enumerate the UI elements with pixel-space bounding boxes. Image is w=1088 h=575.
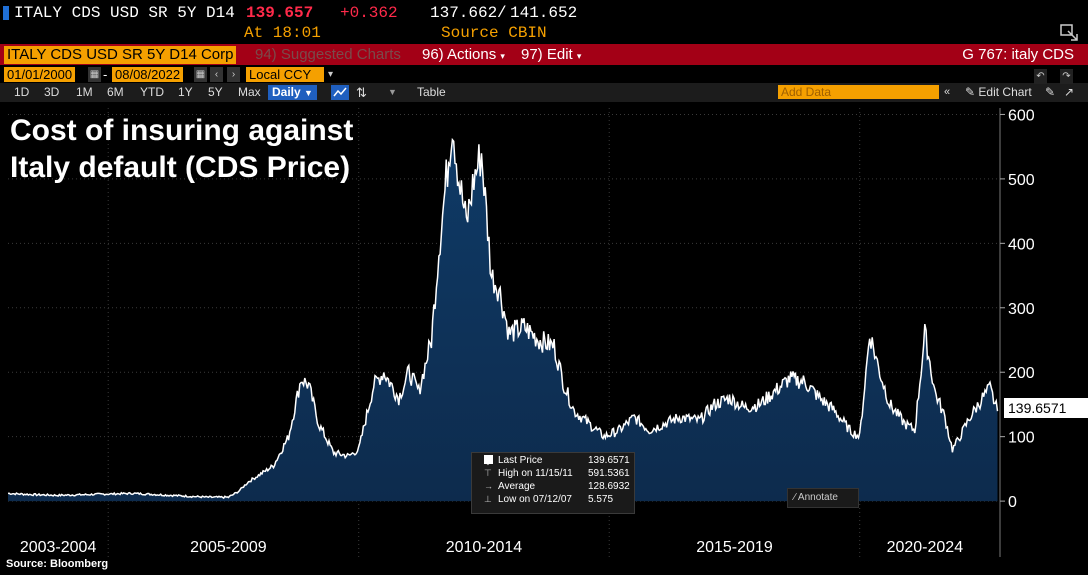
- source-label: Source: Bloomberg: [6, 558, 109, 570]
- add-data-input[interactable]: Add Data: [778, 85, 939, 99]
- range-max[interactable]: Max: [238, 85, 261, 99]
- last-price-swatch: [484, 455, 493, 464]
- y-tick-label: 300: [1008, 301, 1035, 318]
- chart-headline: Cost of insuring against Italy default (…: [10, 112, 353, 186]
- y-tick-label: 0: [1008, 494, 1017, 511]
- legend-high-label: High on 11/15/11: [498, 468, 573, 479]
- actions-menu[interactable]: 96) Actions ▾: [422, 46, 505, 64]
- headline-line-1: Cost of insuring against: [10, 114, 354, 147]
- headline-line-2: Italy default (CDS Price): [10, 151, 351, 184]
- ticker-label: ITALY CDS USD SR 5Y D14: [14, 4, 235, 22]
- line-chart-icon[interactable]: [331, 85, 349, 100]
- frequency-select[interactable]: Daily ▼: [268, 85, 317, 100]
- calendar-icon[interactable]: ▦: [88, 67, 101, 82]
- x-tick-label: 2015-2019: [696, 539, 773, 556]
- range-separator: /: [497, 4, 507, 22]
- chevron-down-icon[interactable]: ▾: [324, 67, 337, 82]
- x-tick-label: 2020-2024: [887, 539, 964, 556]
- edit-menu[interactable]: 97) Edit ▾: [521, 46, 581, 64]
- y-tick-label: 600: [1008, 107, 1035, 124]
- currency-select[interactable]: Local CCY: [246, 67, 328, 82]
- x-tick-label: 2010-2014: [446, 539, 523, 556]
- range-low: 137.662: [430, 4, 498, 22]
- chart-id-label: G 767: italy CDS: [962, 46, 1074, 63]
- range-ytd[interactable]: YTD: [140, 85, 164, 99]
- x-tick-label: 2005-2009: [190, 539, 267, 556]
- average-marker-icon: →: [484, 481, 493, 491]
- annotate-button[interactable]: ∕ Annotate: [787, 488, 859, 508]
- redo-icon[interactable]: ↷: [1060, 69, 1073, 84]
- range-1m[interactable]: 1M: [76, 85, 93, 99]
- quote-header: ITALY CDS USD SR 5Y D14 139.657 +0.362 1…: [0, 0, 1088, 44]
- date-dash: -: [103, 67, 108, 82]
- table-button[interactable]: Table: [417, 85, 446, 99]
- chevron-down-icon: ▾: [576, 51, 582, 61]
- window-resize-icon[interactable]: [1060, 24, 1080, 42]
- chart-toolbar: [0, 44, 1088, 65]
- undo-icon[interactable]: ↶: [1034, 69, 1047, 84]
- range-1y[interactable]: 1Y: [178, 85, 193, 99]
- range-3d[interactable]: 3D: [44, 85, 60, 99]
- source-code: Source CBIN: [441, 24, 547, 42]
- x-tick-label: 2003-2004: [20, 539, 97, 556]
- chevron-down-icon: ▼: [304, 88, 313, 98]
- y-tick-label: 200: [1008, 365, 1035, 382]
- annotate-label: Annotate: [797, 492, 838, 503]
- low-marker-icon: ⊥: [484, 494, 492, 504]
- start-date-input[interactable]: 01/01/2000: [4, 67, 76, 82]
- series-line: [7, 137, 999, 500]
- edit-label: 97) Edit: [521, 46, 573, 63]
- chevron-down-icon[interactable]: ▼: [388, 87, 397, 97]
- y-tick-label: 500: [1008, 172, 1035, 189]
- range-6m[interactable]: 6M: [107, 85, 124, 99]
- legend-low-label: Low on 07/12/07: [498, 494, 572, 505]
- range-5y[interactable]: 5Y: [208, 85, 223, 99]
- legend-last-value: 139.6571: [588, 455, 630, 466]
- frequency-label: Daily: [272, 85, 301, 99]
- y-tick-label: 400: [1008, 236, 1035, 253]
- edit-chart-button[interactable]: ✎ Edit Chart: [965, 85, 1032, 100]
- candle-chart-icon[interactable]: ⇅: [356, 85, 367, 100]
- edit-chart-label: Edit Chart: [978, 85, 1032, 99]
- export-icon[interactable]: ↗: [1064, 85, 1075, 99]
- y-tick-label: 100: [1008, 430, 1035, 447]
- chevron-down-icon: ▾: [500, 51, 505, 61]
- range-high: 141.652: [510, 4, 578, 22]
- security-marker-icon: [3, 6, 9, 20]
- end-date-input[interactable]: 08/08/2022: [112, 67, 184, 82]
- actions-label: 96) Actions: [422, 46, 497, 63]
- chevron-left-icon[interactable]: ‹: [210, 67, 223, 82]
- legend-low-value: 5.575: [588, 494, 614, 505]
- high-marker-icon: ⊤: [484, 468, 492, 478]
- security-field[interactable]: ITALY CDS USD SR 5Y D14 Corp: [4, 46, 237, 64]
- double-chevron-icon[interactable]: «: [944, 86, 951, 98]
- pencil-icon: ∕: [794, 492, 796, 503]
- chevron-right-icon[interactable]: ›: [227, 67, 240, 82]
- calendar-icon[interactable]: ▦: [194, 67, 207, 82]
- price-change: +0.362: [340, 4, 398, 22]
- time-label: At 18:01: [244, 24, 321, 42]
- last-price-tag: 139.6571: [1004, 398, 1088, 418]
- legend-avg-label: Average: [498, 481, 536, 492]
- last-price: 139.657: [246, 4, 314, 22]
- legend-avg-value: 128.6932: [588, 481, 630, 492]
- range-1d[interactable]: 1D: [14, 85, 30, 99]
- legend-last-label: Last Price: [498, 455, 543, 466]
- suggested-charts-button[interactable]: 94) Suggested Charts: [255, 46, 401, 63]
- legend-high-value: 591.5361: [588, 468, 630, 479]
- series-area: [8, 139, 998, 502]
- settings-icon[interactable]: ✎: [1045, 85, 1056, 99]
- pencil-icon: ✎: [965, 85, 976, 99]
- price-legend[interactable]: ⇕ Last Price 139.6571 ⊤ High on 11/15/11…: [471, 452, 635, 514]
